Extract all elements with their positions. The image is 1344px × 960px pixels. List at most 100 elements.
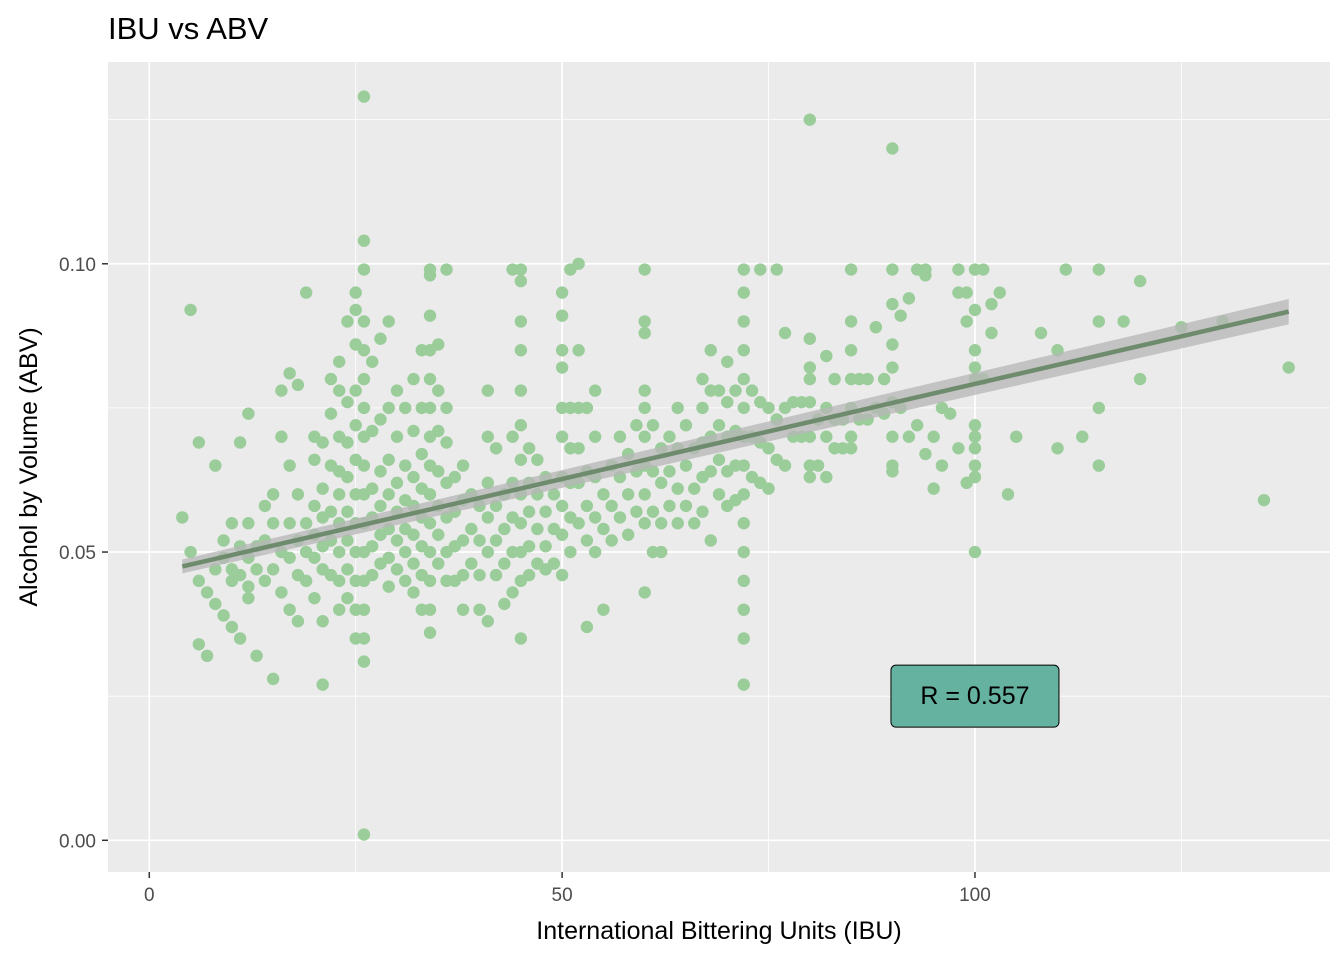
data-point <box>555 430 569 443</box>
data-point <box>803 332 817 345</box>
data-point <box>316 615 329 628</box>
data-point <box>555 499 569 513</box>
data-point <box>555 568 569 582</box>
data-point <box>1282 361 1295 374</box>
data-point <box>357 90 371 103</box>
data-point <box>448 470 461 484</box>
data-point <box>423 603 437 616</box>
data-point <box>621 488 635 501</box>
data-point <box>663 499 676 513</box>
data-point <box>217 534 230 547</box>
data-point <box>597 488 610 501</box>
data-point <box>704 534 717 547</box>
data-point <box>349 303 362 317</box>
data-point <box>696 401 709 415</box>
data-point <box>737 574 750 588</box>
data-point <box>1257 493 1271 507</box>
data-point <box>498 597 511 611</box>
data-point <box>456 603 470 616</box>
data-point <box>432 338 445 351</box>
data-point <box>613 511 627 524</box>
data-point <box>440 401 453 415</box>
data-point <box>266 672 280 686</box>
data-point <box>514 453 528 466</box>
data-point <box>737 344 750 357</box>
data-point <box>968 470 982 484</box>
x-tick-label: 100 <box>959 885 991 906</box>
data-point <box>803 430 817 443</box>
data-point <box>283 517 296 530</box>
data-point <box>1092 263 1106 276</box>
data-point <box>250 563 263 576</box>
data-point <box>465 557 478 570</box>
data-point <box>737 459 750 472</box>
annotation-box <box>890 664 1060 728</box>
data-point <box>688 517 701 530</box>
data-point <box>968 361 982 374</box>
data-point <box>688 482 701 495</box>
data-point <box>1034 326 1048 340</box>
data-point <box>588 384 602 397</box>
data-point <box>613 430 627 443</box>
data-point <box>357 603 371 616</box>
data-point <box>572 257 585 270</box>
data-point <box>919 269 932 282</box>
data-point <box>927 430 940 443</box>
data-point <box>820 349 833 363</box>
data-point <box>828 372 841 386</box>
data-point <box>869 320 883 334</box>
data-point <box>844 442 858 455</box>
data-point <box>423 488 437 501</box>
data-point <box>655 545 668 559</box>
data-point <box>456 534 470 547</box>
data-point <box>1133 372 1147 386</box>
data-point <box>902 292 916 305</box>
data-point <box>390 563 404 576</box>
x-axis-title: International Bittering Units (IBU) <box>536 917 901 945</box>
data-point <box>489 534 503 547</box>
data-point <box>737 372 750 386</box>
data-point <box>762 482 775 495</box>
data-point <box>960 286 973 299</box>
data-point <box>638 488 651 501</box>
data-point <box>291 615 305 628</box>
data-point <box>605 499 618 513</box>
data-point <box>366 482 379 495</box>
data-point <box>258 499 272 513</box>
data-point <box>316 482 329 495</box>
data-point <box>1010 430 1023 443</box>
data-point <box>597 603 610 616</box>
y-axis-title: Alcohol by Volume (ABV) <box>15 327 43 606</box>
data-point <box>712 419 726 432</box>
data-point <box>423 309 437 322</box>
data-point <box>993 286 1006 299</box>
y-tick-label: 0.05 <box>59 543 96 564</box>
data-point <box>646 465 660 478</box>
data-point <box>341 315 354 328</box>
data-point <box>481 615 495 628</box>
y-axis-ticks: 0.00 0.05 0.10 <box>59 255 108 852</box>
data-point <box>630 419 643 432</box>
data-point <box>547 557 561 570</box>
data-point <box>192 638 206 651</box>
data-point <box>1076 430 1089 443</box>
data-point <box>1092 459 1106 472</box>
data-point <box>415 447 428 461</box>
data-point <box>531 453 544 466</box>
data-point <box>935 459 949 472</box>
correlation-annotation: R = 0.557 <box>890 664 1060 728</box>
data-point <box>580 401 594 415</box>
data-point <box>341 470 354 484</box>
data-point <box>456 568 470 582</box>
data-point <box>514 263 528 276</box>
trend-line <box>181 309 1290 569</box>
data-point <box>233 568 247 582</box>
data-point <box>605 534 618 547</box>
data-point <box>349 419 362 432</box>
data-point <box>291 378 305 392</box>
data-point <box>399 545 412 559</box>
data-point <box>638 326 651 340</box>
data-point <box>266 563 280 576</box>
data-point <box>555 344 569 357</box>
